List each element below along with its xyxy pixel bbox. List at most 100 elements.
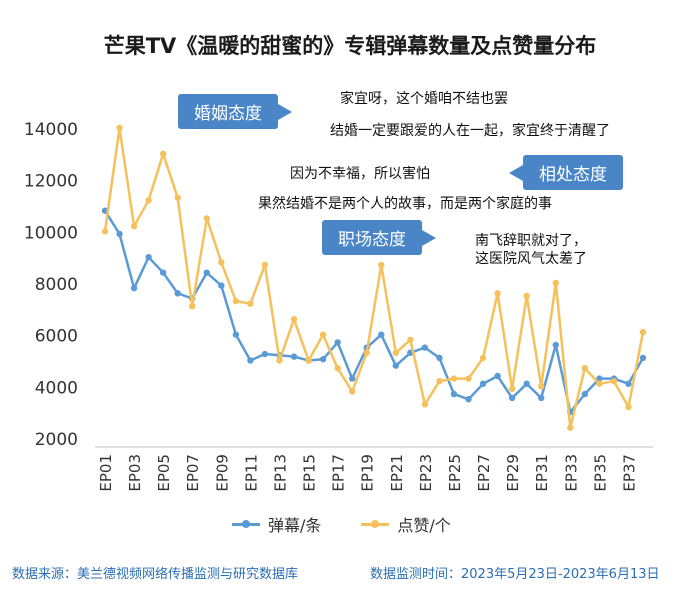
x-tick-label: EP03 [126,454,144,492]
series-1-point [494,290,501,297]
comment-1: 家宜呀，这个婚咱不结也罢 [340,91,508,107]
chart-title: 芒果TV《温暖的甜蜜的》专辑弹幕数量及点赞量分布 [103,34,597,58]
series-1-point [538,383,545,390]
y-tick-label: 10000 [24,223,78,243]
series-0-point [159,269,167,276]
series-0-point [247,357,254,364]
y-tick-label: 2000 [35,430,78,450]
series-0-point [378,331,385,338]
callout-work-attitude: 职场态度 [322,220,436,255]
series-0-point [625,380,632,387]
series-1-point [450,375,458,382]
series-0-point [130,284,138,292]
series-1-point [596,380,603,387]
series-0-point [392,362,400,369]
series-1-point [218,259,225,266]
series-0-point [203,269,210,276]
series-0-point [261,350,269,358]
series-1-point [479,354,487,362]
series-lines [101,124,647,431]
series-1-point [247,300,254,307]
series-1-point [392,349,400,356]
tick-labels: 2000 4000 6000 8000 10000 12000 14000 EP01 EP03 E… [24,120,639,492]
series-1-point [639,328,647,336]
series-1-point [203,215,210,222]
series-1-point [116,124,123,132]
series-1-point [465,375,472,382]
legend-item-danmu: 弹幕/条 [232,512,321,536]
series-1-point [552,279,559,287]
x-tick-label: EP25 [446,454,464,492]
series-1-point [334,365,341,372]
series-0-point [218,282,225,289]
x-tick-label: EP23 [417,454,435,492]
x-tick-label: EP05 [155,454,173,492]
x-tick-label: EP17 [330,454,348,492]
series-0-point [348,375,356,382]
x-tick-label: EP09 [213,454,231,492]
x-tick-label: EP15 [301,454,319,492]
series-0-point [450,390,458,398]
series-1-point [348,388,356,395]
footer-source: 数据来源：美兰德视频网络传播监测与研究数据库 [12,567,299,582]
x-tick-label: EP21 [388,454,406,492]
series-1-point [174,194,181,201]
x-tick-label: EP13 [271,454,289,492]
legend-dot-danmu [242,520,250,528]
series-line-1 [103,126,645,429]
series-1-point [523,292,530,300]
comment-4: 果然结婚不是两个人的故事，而是两个家庭的事 [258,196,552,212]
series-0-point [465,396,472,403]
series-0-point [596,375,603,382]
x-tick-label: EP19 [359,454,377,492]
y-tick-label: 4000 [35,378,78,398]
series-0-point [581,390,589,398]
x-tick-label: EP37 [620,454,638,492]
x-tick-label: EP27 [475,454,493,492]
legend-label-danmu: 弹幕/条 [268,516,322,535]
y-tick-label: 6000 [35,327,78,347]
series-1-point [101,228,109,235]
series-0-point [174,290,181,297]
series-1-point [290,315,298,323]
series-0-point [319,356,327,363]
series-1-point [407,336,414,344]
legend-item-likes: 点赞/个 [361,512,451,536]
series-1-point [567,424,574,431]
legend-dot-likes [371,520,380,528]
series-1-point [189,303,196,310]
series-1-point [625,403,632,411]
series-1-point [508,385,516,393]
x-tick-label: EP33 [562,454,580,492]
y-tick-label: 14000 [24,120,78,140]
x-tick-label: EP35 [591,454,609,492]
x-tick-label: EP07 [184,454,202,492]
series-1-point [581,365,589,372]
comment-5: 南飞辞职就对了， [475,233,587,249]
series-0-point [334,339,341,346]
series-0-point [538,394,545,402]
series-1-point [363,349,370,356]
series-1-point [145,197,152,204]
comment-3: 因为不幸福，所以害怕 [290,166,430,182]
series-1-point [130,222,138,230]
callout-relationship-attitude: 相处态度 [509,155,623,190]
series-0-point [639,354,647,362]
y-tick-label: 8000 [35,275,78,295]
series-1-point [305,357,312,364]
series-1-point [276,357,283,364]
series-1-point [436,377,443,385]
series-0-point [494,372,501,380]
series-1-point [159,150,167,158]
series-1-point [232,297,240,305]
series-0-point [145,253,152,261]
legend-swatch-likes [361,518,390,530]
series-1-point [610,377,618,385]
comment-6: 这医院风气太差了 [475,251,587,267]
series-0-point [232,331,240,338]
footer-period: 数据监测时间：2023年5月23日-2023年6月13日 [370,567,660,582]
x-tick-label: EP01 [97,454,115,492]
series-0-point [421,344,429,351]
series-1-point [378,261,385,269]
series-1-point [261,261,269,269]
